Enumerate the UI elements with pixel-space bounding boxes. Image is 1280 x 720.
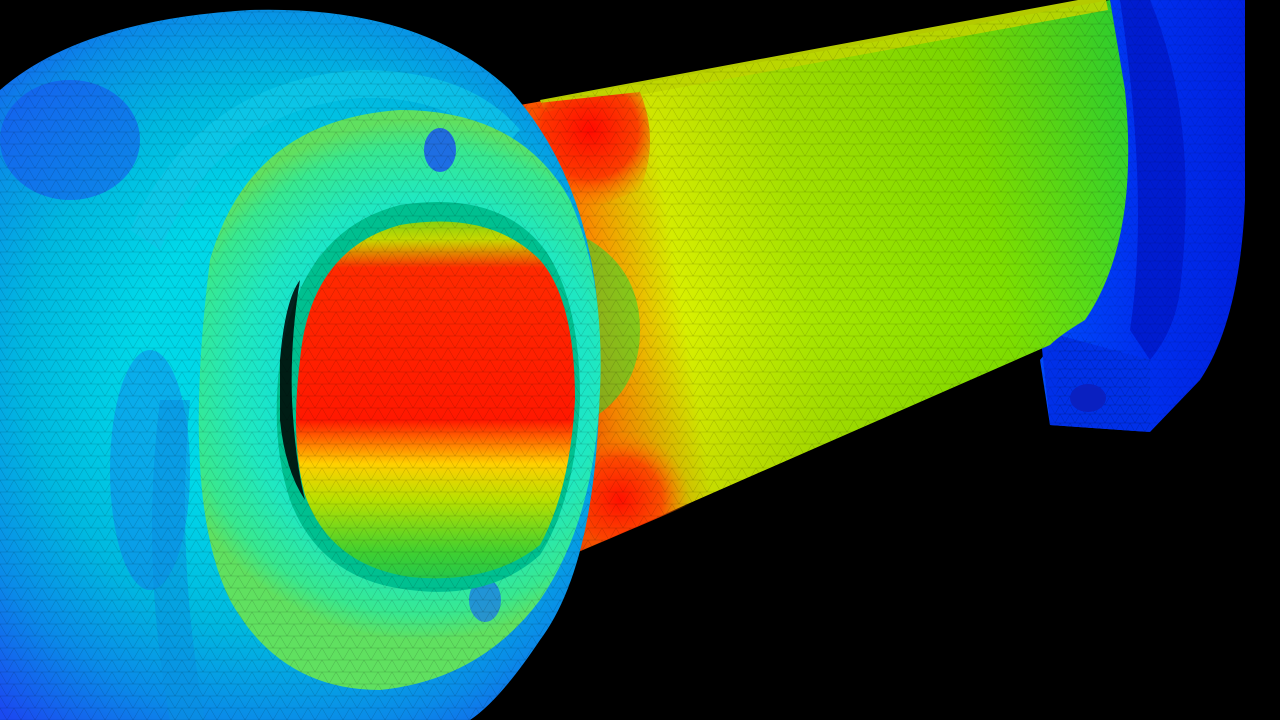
big-end <box>1040 0 1245 432</box>
shank <box>520 0 1129 560</box>
small-end <box>0 9 601 720</box>
